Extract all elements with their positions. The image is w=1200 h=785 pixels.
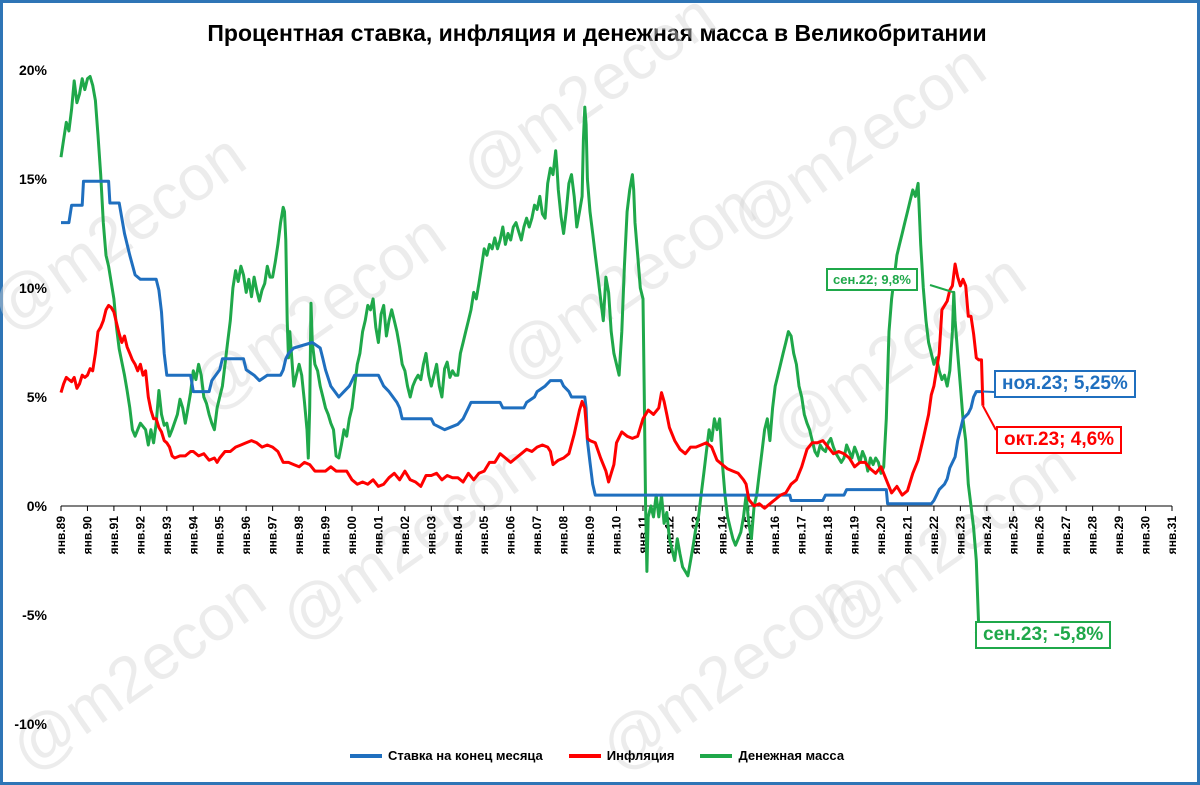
callout-inflation: окт.23; 4,6%	[996, 426, 1123, 454]
watermark-text: @m2econ	[0, 119, 258, 346]
x-tick-label: янв.98	[292, 516, 306, 555]
x-tick-label: янв.21	[900, 516, 914, 555]
callout-money-peak: сен.22; 9,8%	[826, 268, 918, 291]
legend: Ставка на конец месяца Инфляция Денежная…	[0, 748, 1194, 763]
x-tick-label: янв.92	[133, 516, 147, 555]
x-tick-label: янв.24	[980, 516, 994, 555]
x-tick-label: янв.27	[1059, 516, 1073, 555]
x-tick-label: янв.01	[371, 516, 385, 555]
x-tick-label: янв.00	[345, 516, 359, 555]
x-tick-label: янв.30	[1139, 516, 1153, 555]
watermark-text: @m2econ	[0, 559, 278, 779]
x-tick-label: янв.31	[1165, 516, 1179, 555]
x-tick-label: янв.06	[504, 516, 518, 555]
y-tick-label: 10%	[19, 280, 48, 296]
x-tick-label: янв.91	[107, 516, 121, 555]
x-tick-label: янв.14	[715, 516, 729, 555]
x-tick-label: янв.97	[266, 516, 280, 555]
x-tick-label: янв.23	[953, 516, 967, 555]
y-tick-label: 5%	[27, 389, 48, 405]
watermark-layer: @m2econ@m2econ@m2econ@m2econ@m2econ@m2ec…	[0, 0, 1088, 779]
legend-item-money: Денежная масса	[700, 748, 844, 763]
y-axis-ticks: 20% 15% 10% 5% 0% -5% -10%	[14, 62, 47, 732]
watermark-text: @m2econ	[177, 199, 458, 426]
y-tick-label: -5%	[22, 607, 47, 623]
series-line-inflation	[59, 262, 985, 510]
x-tick-label: янв.20	[874, 516, 888, 555]
series-line-rate	[61, 179, 983, 506]
x-tick-label: янв.93	[160, 516, 174, 555]
legend-label-inflation: Инфляция	[606, 748, 675, 763]
legend-label-money: Денежная масса	[738, 748, 845, 763]
x-tick-label: янв.02	[398, 516, 412, 555]
x-tick-label: янв.95	[213, 516, 227, 555]
y-tick-label: 15%	[19, 171, 48, 187]
leader-inflation	[981, 405, 997, 431]
x-tick-label: янв.26	[1033, 516, 1047, 555]
x-tick-label: янв.94	[186, 516, 200, 555]
callout-money-low: сен.23; -5,8%	[975, 621, 1112, 649]
series-line-money	[59, 75, 981, 633]
legend-label-rate: Ставка на конец месяца	[387, 748, 543, 763]
x-tick-label: янв.04	[451, 516, 465, 555]
y-tick-label: -10%	[14, 716, 47, 732]
legend-swatch-inflation	[568, 753, 601, 758]
x-tick-label: янв.18	[821, 516, 835, 555]
x-tick-label: янв.07	[530, 516, 544, 555]
x-tick-label: янв.90	[80, 516, 94, 555]
legend-item-rate: Ставка на конец месяца	[349, 748, 543, 763]
x-tick-label: янв.19	[848, 516, 862, 555]
chart-title: Процентная ставка, инфляция и денежная м…	[207, 20, 987, 46]
x-tick-label: янв.28	[1086, 516, 1100, 555]
x-tick-label: янв.89	[54, 516, 68, 555]
x-tick-label: янв.25	[1006, 516, 1020, 555]
x-tick-label: янв.99	[319, 516, 333, 555]
leader-money-peak	[929, 284, 955, 294]
x-tick-label: янв.96	[239, 516, 253, 555]
x-tick-label: янв.03	[424, 516, 438, 555]
x-tick-label: янв.16	[768, 516, 782, 555]
x-tick-label: янв.09	[583, 516, 597, 555]
series-lines	[59, 75, 997, 634]
legend-item-inflation: Инфляция	[568, 748, 675, 763]
y-tick-label: 0%	[27, 498, 48, 514]
legend-swatch-money	[700, 753, 733, 758]
y-tick-label: 20%	[19, 62, 48, 78]
x-tick-label: янв.22	[927, 516, 941, 555]
legend-swatch-rate	[349, 753, 382, 758]
x-tick-label: янв.17	[795, 516, 809, 555]
callout-rate: ноя.23; 5,25%	[994, 370, 1136, 398]
x-axis-ticks: янв.89 янв.90 янв.91 янв.92 янв.93 янв.94 янв.…	[54, 506, 1179, 554]
x-tick-label: янв.08	[557, 516, 571, 555]
x-tick-label: янв.10	[610, 516, 624, 555]
x-tick-label: янв.29	[1112, 516, 1126, 555]
x-tick-label: янв.05	[477, 516, 491, 555]
